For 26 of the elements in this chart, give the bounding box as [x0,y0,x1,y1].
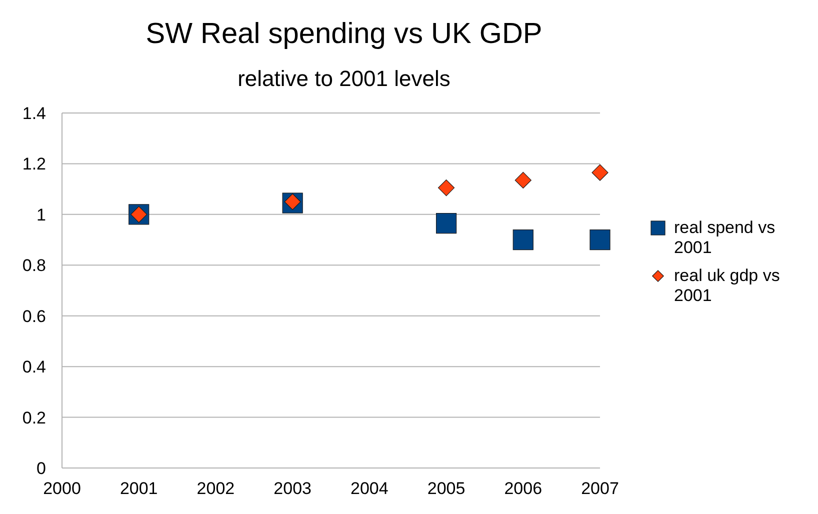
point [592,164,608,181]
y-tick-label: 0.2 [22,408,46,428]
x-tick-label: 2006 [504,479,542,498]
x-tick-label: 2002 [196,479,235,498]
point [436,213,457,234]
x-tick-label: 2001 [120,479,158,498]
y-tick-label: 0.8 [22,256,46,276]
x-tick-label: 2000 [43,479,81,498]
point [590,229,610,250]
chart-subtitle: relative to 2001 levels [236,66,452,92]
y-tick-label: 1 [36,205,46,224]
y-tick-label: 1.2 [22,154,46,174]
x-tick-label: 2004 [350,479,388,498]
y-tick-label: 0.6 [22,306,46,326]
x-tick-label: 2007 [581,479,619,498]
x-tick-label: 2005 [427,479,466,498]
legend-label: real uk gdp vs 2001 [674,266,781,306]
x-tick-label: 2003 [274,479,312,498]
y-tick-label: 0.4 [22,358,46,377]
point [514,172,532,188]
y-tick-label: 0 [36,459,46,478]
point [438,180,455,196]
legend-label: real spend vs 2001 [674,218,776,258]
y-tick-label: 1.4 [22,104,46,124]
point [512,229,534,250]
chart-title: SW Real spending vs UK GDP [144,18,544,51]
